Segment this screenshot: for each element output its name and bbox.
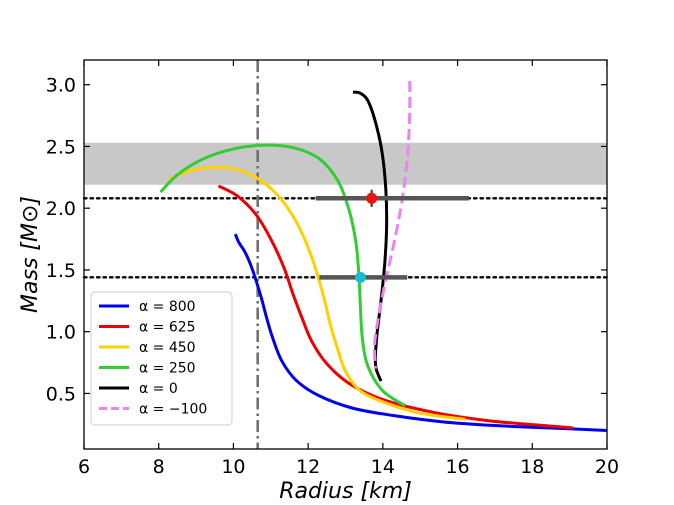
y-tick-label: 2.5 [46, 136, 76, 158]
y-tick-label: 1.0 [46, 322, 76, 344]
y-tick-label: 1.5 [46, 260, 76, 282]
mass-constraint-band-layer [84, 142, 607, 185]
series-line-4 [352, 90, 389, 382]
x-tick-label: 18 [520, 456, 544, 478]
x-tick-label: 8 [153, 456, 165, 478]
axis-ticks-layer: 6 8 10 12 14 16 18 20 0.5 1.0 1.5 2.0 2.5 3.0 [46, 60, 619, 478]
legend: α = 800 α = 625 α = 450 α = 250 α = 0 α = −10… [90, 291, 233, 426]
series-curves-layer [159, 80, 607, 432]
series-line-1 [217, 184, 574, 430]
x-axis-label: Radius [km] [279, 479, 412, 504]
legend-label: α = 625 [139, 320, 196, 336]
legend-label: α = 0 [139, 381, 178, 397]
x-tick-label: 6 [78, 456, 90, 478]
y-tick-label: 0.5 [46, 383, 76, 405]
legend-label: α = 250 [139, 361, 196, 377]
x-tick-label: 12 [296, 456, 320, 478]
x-tick-label: 16 [445, 456, 469, 478]
legend-label: α = 800 [139, 299, 196, 315]
y-axis-label: Mass [M⊙] [18, 196, 43, 313]
series-line-2 [169, 165, 466, 421]
y-tick-label: 2.0 [46, 198, 76, 220]
x-tick-label: 10 [221, 456, 245, 478]
y-tick-label: 3.0 [46, 75, 76, 97]
x-tick-label: 20 [595, 456, 619, 478]
measurement-point-1 [354, 271, 366, 283]
series-line-5 [372, 80, 412, 369]
legend-label: α = 450 [139, 340, 196, 356]
plot-frame [83, 59, 608, 450]
mass-constraint-band [84, 142, 607, 185]
series-line-0 [233, 233, 607, 432]
x-tick-label: 14 [371, 456, 395, 478]
legend-label: α = −100 [139, 402, 207, 418]
series-line-3 [159, 143, 407, 408]
measurement-point-0 [366, 192, 378, 204]
measurements-layer [315, 189, 469, 283]
